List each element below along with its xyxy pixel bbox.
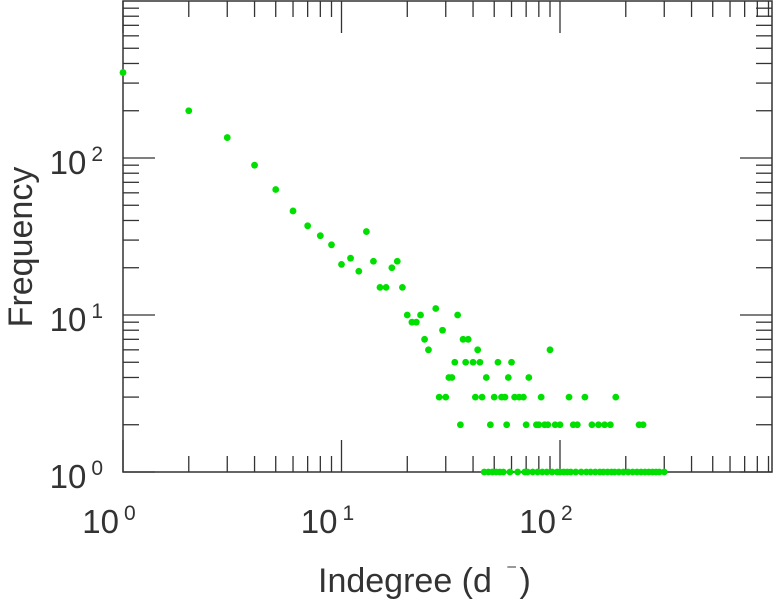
data-point [504, 374, 512, 381]
data-point [476, 358, 484, 366]
data-point [577, 468, 585, 476]
data-point [432, 305, 440, 312]
data-point [499, 468, 507, 476]
data-point [535, 421, 543, 429]
data-point [660, 468, 668, 476]
data-point [606, 421, 614, 429]
data-point [486, 421, 494, 429]
data-point [581, 393, 589, 401]
data-point [529, 468, 537, 476]
data-point [185, 107, 193, 115]
data-point [548, 468, 556, 476]
data-point [448, 374, 456, 381]
data-point [316, 232, 324, 240]
data-point [474, 346, 482, 354]
data-point [601, 421, 609, 429]
x-tick-label: 10 1 [301, 502, 354, 540]
data-point [482, 374, 490, 381]
data-point [655, 468, 663, 476]
x-axis-label: Indegree (d ⁻) [318, 558, 531, 600]
data-point [588, 421, 596, 429]
data-point [456, 421, 464, 429]
data-point [393, 257, 401, 265]
data-point [506, 468, 514, 476]
data-point [119, 69, 127, 76]
data-point [556, 421, 564, 429]
data-point [425, 346, 432, 354]
data-point [388, 264, 396, 272]
data-point [514, 468, 522, 476]
data-point [469, 358, 477, 366]
data-point [462, 358, 470, 366]
plot-frame [122, 0, 773, 473]
data-point [251, 161, 258, 169]
data-point [551, 421, 559, 429]
data-point [417, 311, 424, 319]
data-point [544, 421, 552, 429]
data-point [382, 283, 390, 291]
data-point [525, 374, 533, 381]
data-point [543, 468, 551, 476]
data-point [508, 358, 515, 366]
data-point [223, 134, 231, 141]
data-point [435, 393, 443, 401]
axis-ticks [122, 1, 772, 473]
data-point [471, 393, 479, 401]
data-point [595, 421, 602, 429]
y-tick-label: 10 0 [50, 457, 103, 495]
data-point [272, 186, 280, 193]
data-point [304, 222, 312, 230]
y-axis-label: Frequency [2, 167, 40, 328]
data-point [573, 421, 581, 429]
data-point [328, 241, 335, 249]
tick-labels: 10 0 10 1 10 2 10 0 10 1 10 2 [50, 143, 573, 540]
data-point [451, 358, 459, 366]
data-point [464, 335, 472, 343]
data-point [399, 283, 406, 291]
data-point [524, 468, 531, 476]
data-point [587, 468, 594, 476]
data-point [454, 311, 462, 319]
y-tick-label: 10 1 [50, 300, 103, 338]
x-tick-label: 10 0 [82, 502, 135, 540]
data-point [565, 393, 573, 401]
data-point [347, 254, 354, 262]
data-point [289, 207, 297, 215]
data-point [537, 393, 545, 401]
data-point [503, 421, 511, 429]
data-point [490, 393, 498, 401]
data-point [355, 267, 363, 275]
data-point [370, 257, 377, 265]
data-point [403, 311, 411, 319]
data-point [546, 346, 554, 354]
data-point [338, 261, 345, 268]
data-point [522, 421, 530, 429]
data-point [421, 335, 428, 343]
data-point [442, 393, 450, 401]
data-point [572, 468, 580, 476]
data-point [362, 228, 370, 235]
data-point [478, 393, 486, 401]
data-point [494, 358, 502, 366]
data-point [520, 393, 527, 401]
y-tick-label: 10 2 [50, 143, 103, 181]
data-point [376, 283, 384, 291]
data-point [501, 393, 509, 401]
data-point [567, 468, 575, 476]
data-point [534, 468, 542, 476]
x-tick-label: 10 2 [519, 502, 572, 540]
data-point [619, 468, 627, 476]
data-points [119, 69, 668, 476]
data-point [612, 393, 620, 401]
data-point [412, 318, 420, 326]
data-point [439, 326, 446, 334]
data-point [639, 421, 647, 429]
data-point [459, 335, 467, 343]
